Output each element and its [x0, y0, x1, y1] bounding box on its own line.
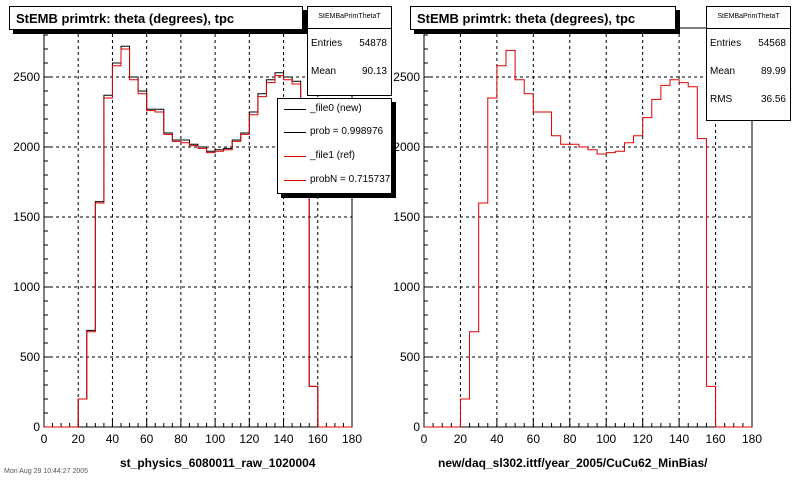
x-tick-label: 100 — [596, 432, 616, 446]
x-tick-label: 120 — [633, 432, 653, 446]
stats-value: 89.99 — [760, 66, 786, 77]
stats-key: Mean — [710, 66, 736, 77]
x-tick-label: 80 — [563, 432, 577, 446]
legend-line — [284, 109, 306, 110]
legend-entry: _file1 (ref) — [278, 146, 391, 169]
legend-entry: prob = 0.998976 — [278, 122, 391, 145]
y-tick-label: 2500 — [13, 70, 40, 84]
x-tick-label: 60 — [140, 432, 154, 446]
y-tick-label: 0 — [413, 420, 420, 434]
plot-frame — [423, 27, 753, 428]
x-tick-label: 0 — [421, 432, 428, 446]
legend-label: probN = 0.715737 — [310, 174, 391, 185]
stats-box-right: StEMBaPrimThetaT Entries 54568 Mean 89.9… — [706, 6, 791, 121]
y-tick-label: 0 — [33, 420, 40, 434]
stats-key: Entries — [710, 38, 742, 49]
legend-entry: probN = 0.715737 — [278, 170, 391, 193]
y-tick-label: 2500 — [393, 70, 420, 84]
x-tick-label: 160 — [706, 432, 726, 446]
x-tick-label: 140 — [274, 432, 294, 446]
legend-line — [284, 132, 306, 133]
legend-label: _file1 (ref) — [310, 150, 356, 161]
x-tick-label: 120 — [239, 432, 259, 446]
x-tick-label: 60 — [527, 432, 541, 446]
stats-key: Mean — [311, 66, 337, 77]
x-tick-label: 160 — [308, 432, 328, 446]
x-tick-label: 40 — [490, 432, 504, 446]
stats-value: 90.13 — [361, 66, 387, 77]
y-tick-label: 1500 — [393, 210, 420, 224]
histogram-series-2 — [44, 48, 352, 428]
y-tick-label: 2000 — [393, 140, 420, 154]
legend-line — [284, 156, 306, 157]
stats-value: 54878 — [359, 38, 387, 49]
stats-row-mean: Mean 90.13 — [308, 57, 391, 85]
histogram-series-1 — [424, 49, 752, 428]
x-tick-label: 0 — [41, 432, 48, 446]
stats-value: 36.56 — [760, 94, 786, 105]
legend-box: _file0 (new) prob = 0.998976 _file1 (ref… — [277, 98, 392, 194]
stats-key: RMS — [710, 94, 733, 105]
legend-entry: _file0 (new) — [278, 99, 391, 122]
y-tick-label: 500 — [400, 350, 420, 364]
legend-line — [284, 180, 306, 181]
stats-name: StEMBaPrimThetaT — [707, 7, 790, 29]
footer-timestamp: Mon Aug 29 10:44:27 2005 — [4, 468, 89, 475]
x-tick-label: 20 — [454, 432, 468, 446]
stats-value: 54568 — [758, 38, 786, 49]
x-axis-title-left: st_physics_6080011_raw_1020004 — [120, 456, 316, 470]
y-tick-label: 2000 — [13, 140, 40, 154]
x-tick-label: 100 — [205, 432, 225, 446]
x-tick-label: 80 — [174, 432, 188, 446]
stats-row-entries: Entries 54878 — [308, 29, 391, 57]
stats-key: Entries — [311, 38, 343, 49]
y-tick-label: 500 — [20, 350, 40, 364]
chart-title-right: StEMB primtrk: theta (degrees), tpc — [410, 6, 676, 30]
stats-box-left: StEMBaPrimThetaT Entries 54878 Mean 90.1… — [307, 6, 392, 96]
legend-label: prob = 0.998976 — [310, 126, 384, 137]
x-tick-label: 180 — [742, 432, 762, 446]
y-tick-label: 1000 — [13, 280, 40, 294]
y-tick-label: 1500 — [13, 210, 40, 224]
stats-row-entries: Entries 54568 — [707, 29, 790, 57]
stats-name: StEMBaPrimThetaT — [308, 7, 391, 29]
x-tick-label: 140 — [669, 432, 689, 446]
stats-row-rms: RMS 36.56 — [707, 85, 790, 113]
x-axis-title-right: new/daq_sl302.ittf/year_2005/CuCu62_MinB… — [438, 456, 708, 470]
legend-label: _file0 (new) — [310, 103, 362, 114]
plot-frame — [43, 27, 353, 428]
y-tick-label: 1000 — [393, 280, 420, 294]
x-tick-label: 180 — [342, 432, 362, 446]
x-tick-label: 20 — [72, 432, 86, 446]
stats-row-mean: Mean 89.99 — [707, 57, 790, 85]
chart-title-left: StEMB primtrk: theta (degrees), tpc — [9, 6, 303, 30]
x-tick-label: 40 — [106, 432, 120, 446]
